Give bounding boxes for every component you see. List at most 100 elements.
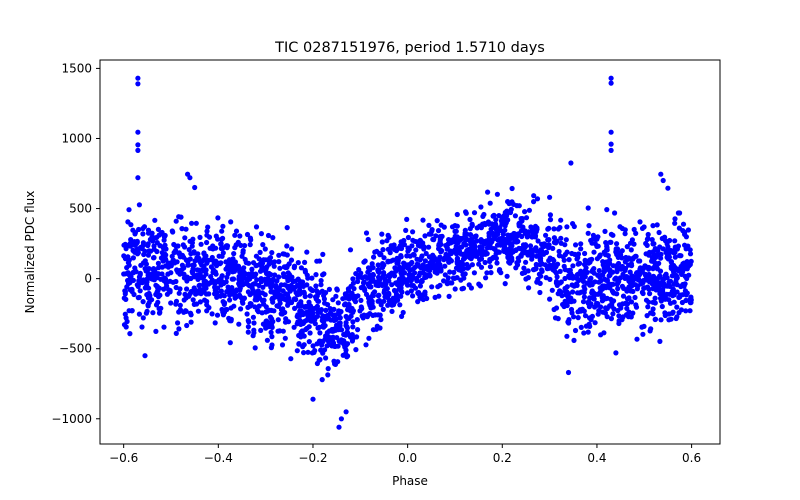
data-point bbox=[347, 247, 354, 253]
data-point bbox=[335, 300, 341, 306]
data-point bbox=[292, 278, 298, 284]
x-axis-label: Phase bbox=[392, 474, 428, 488]
data-point bbox=[494, 260, 500, 266]
data-point bbox=[244, 277, 250, 283]
data-point bbox=[566, 320, 572, 326]
data-point bbox=[474, 253, 480, 259]
data-point bbox=[564, 333, 570, 339]
data-point bbox=[295, 303, 302, 309]
data-point bbox=[271, 263, 277, 269]
data-point bbox=[333, 317, 339, 323]
data-point bbox=[241, 269, 247, 275]
y-tick-label: 1000 bbox=[61, 131, 92, 145]
data-point bbox=[413, 247, 419, 253]
data-point bbox=[464, 248, 470, 254]
data-point bbox=[453, 265, 460, 271]
data-point bbox=[126, 262, 132, 268]
data-point bbox=[401, 237, 407, 244]
data-point bbox=[261, 297, 267, 303]
data-point bbox=[230, 276, 237, 282]
data-point bbox=[252, 297, 258, 303]
data-point bbox=[404, 282, 411, 288]
data-point bbox=[291, 324, 297, 330]
data-point bbox=[486, 233, 492, 239]
data-point bbox=[591, 249, 597, 255]
data-point bbox=[375, 274, 382, 280]
data-point bbox=[241, 295, 247, 302]
data-point bbox=[647, 291, 653, 297]
data-point bbox=[608, 141, 614, 147]
data-point bbox=[532, 234, 539, 240]
data-point bbox=[314, 360, 320, 367]
data-point bbox=[608, 316, 615, 322]
data-point bbox=[615, 254, 621, 260]
data-point bbox=[135, 295, 141, 301]
data-point bbox=[684, 275, 690, 282]
data-point bbox=[583, 323, 590, 329]
data-point bbox=[566, 257, 572, 263]
data-point bbox=[396, 265, 402, 271]
data-point bbox=[570, 263, 576, 269]
data-point bbox=[432, 269, 438, 275]
data-point bbox=[563, 237, 569, 243]
data-point bbox=[305, 349, 311, 355]
data-point bbox=[512, 213, 519, 219]
data-point bbox=[213, 279, 219, 285]
data-point bbox=[249, 266, 255, 272]
data-point bbox=[204, 308, 210, 314]
data-point bbox=[308, 306, 314, 312]
data-point bbox=[537, 289, 543, 296]
data-point bbox=[642, 263, 648, 269]
data-point bbox=[142, 285, 148, 291]
data-point bbox=[683, 308, 689, 314]
data-point bbox=[687, 308, 693, 314]
data-point bbox=[657, 338, 663, 344]
data-point bbox=[472, 247, 478, 253]
data-point bbox=[246, 260, 252, 266]
data-point bbox=[547, 276, 553, 282]
data-point bbox=[300, 344, 306, 350]
data-point bbox=[391, 273, 398, 279]
data-point bbox=[355, 278, 361, 285]
data-point bbox=[353, 271, 359, 277]
data-point bbox=[250, 333, 256, 339]
data-point bbox=[173, 298, 180, 304]
data-point bbox=[447, 269, 453, 275]
data-point bbox=[198, 288, 204, 294]
data-point bbox=[560, 254, 566, 260]
data-point bbox=[387, 274, 393, 280]
data-point bbox=[613, 350, 619, 356]
data-point bbox=[595, 243, 601, 249]
data-point bbox=[627, 269, 633, 275]
data-point bbox=[318, 282, 324, 288]
data-point bbox=[227, 297, 233, 303]
data-point bbox=[155, 226, 161, 232]
data-point bbox=[343, 409, 349, 415]
data-point bbox=[486, 221, 492, 227]
data-point bbox=[442, 263, 448, 269]
data-point bbox=[604, 305, 610, 312]
data-point bbox=[380, 247, 386, 253]
data-point bbox=[663, 296, 669, 302]
data-point bbox=[513, 239, 520, 245]
data-point bbox=[595, 291, 601, 297]
data-point bbox=[146, 300, 152, 306]
data-point bbox=[220, 250, 226, 256]
data-point bbox=[612, 276, 618, 282]
data-point bbox=[446, 257, 452, 263]
data-point bbox=[334, 287, 340, 293]
data-point bbox=[188, 319, 194, 325]
data-point bbox=[250, 290, 256, 296]
data-point bbox=[596, 268, 602, 274]
data-point bbox=[312, 305, 318, 311]
data-point bbox=[196, 283, 202, 289]
data-point bbox=[267, 255, 274, 261]
data-point bbox=[158, 231, 164, 237]
data-point bbox=[136, 311, 142, 317]
data-point bbox=[645, 231, 651, 238]
data-point bbox=[381, 282, 387, 288]
data-point bbox=[135, 75, 141, 81]
data-point bbox=[651, 259, 657, 265]
data-point bbox=[646, 264, 652, 271]
data-point bbox=[141, 251, 147, 258]
